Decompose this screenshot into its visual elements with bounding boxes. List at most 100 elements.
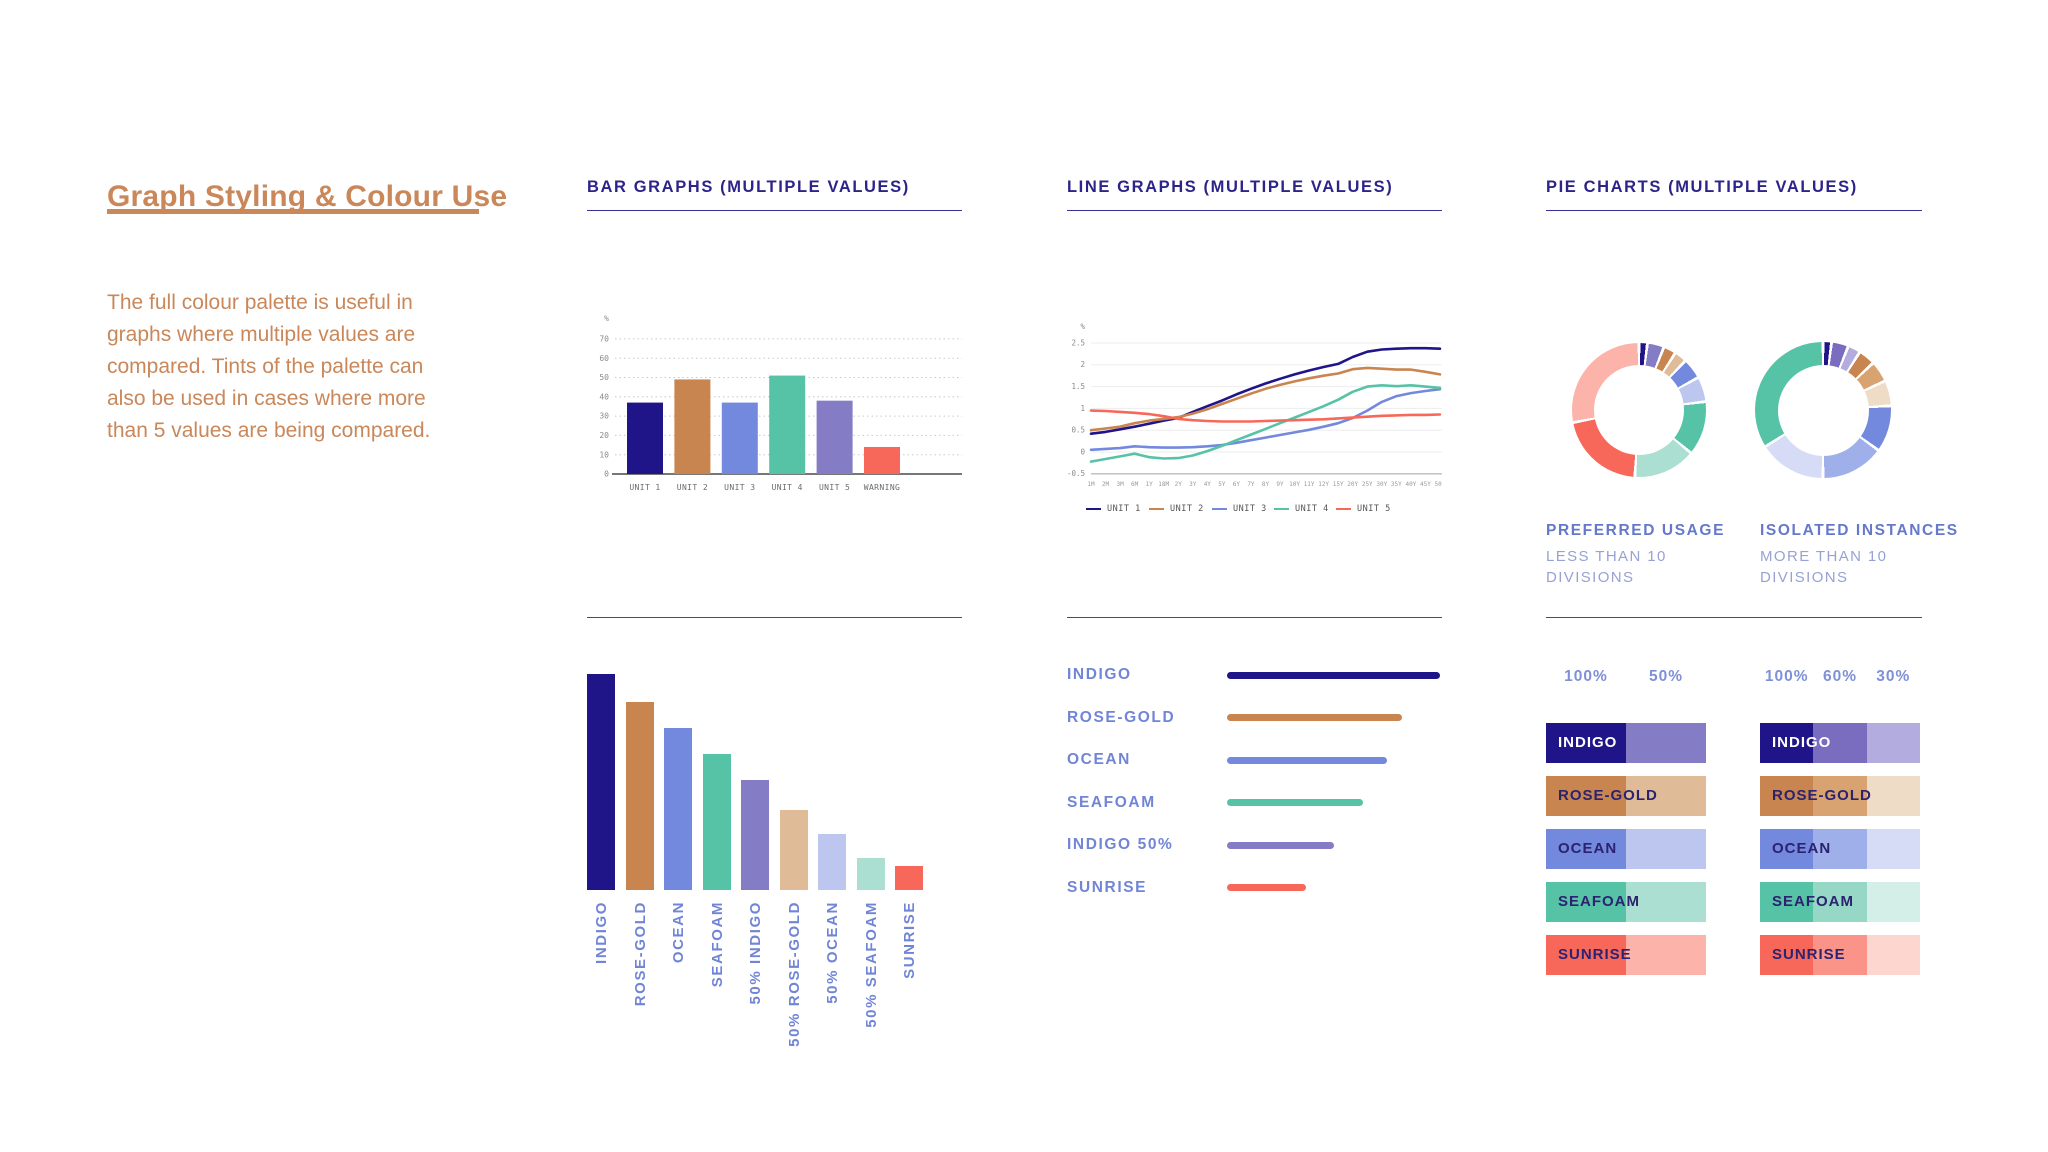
x-tick-label: 18M [1158,481,1169,488]
x-tick-label: 2M [1102,481,1110,488]
tint-swatch-indigo [1760,723,1814,763]
ranked-bar-label: 50% INDIGO [747,901,764,1005]
legend-item-unit-5: UNIT 5 [1336,504,1391,514]
legend-swatch [1086,507,1101,511]
grouped-bar-chart: % 70 60 50 40 30 20 10 0 UNIT 1 UNIT 2 UNIT 3 UNIT 4… [587,308,962,503]
x-tick-label: 50Y [1435,481,1442,488]
tint-swatch-seafoam [1760,882,1814,922]
tint-swatch-ocean_50 [1626,829,1706,869]
tint-swatch-rose_gold_30 [1866,776,1920,816]
legend-label: UNIT 4 [1295,504,1329,514]
line-series-unit-5 [1089,409,1442,423]
intro-paragraph: The full colour palette is useful in gra… [107,291,431,442]
ranked-bar-ocean [664,728,692,890]
tint-row-indigo: INDIGO [1760,723,1920,763]
tint-swatch-seafoam_60 [1813,882,1867,922]
x-tick-label: 1Y [1146,481,1154,488]
pie-caption-title-preferred: PREFERRED USAGE [1546,522,1726,539]
hbar-rose-gold [1227,714,1402,721]
tint-swatch-indigo [1546,723,1626,763]
donut-chart-isolated [1755,342,1891,478]
hbar-indigo-50- [1227,841,1334,849]
x-tick-label: 3M [1116,481,1124,488]
x-tick-label: 6M [1131,481,1139,488]
y-tick-label: 70 [599,335,609,344]
horizontal-bar-list: INDIGO ROSE-GOLD OCEAN SEAFOAM INDIGO 50% SUN… [1067,660,1442,905]
bar-unit-5 [816,400,853,474]
tint-column-header: 50% [1648,668,1684,685]
tint-swatch-seafoam_30 [1866,882,1920,922]
x-tick-label: 7Y [1247,481,1255,488]
y-tick-label: 0 [604,470,609,479]
tint-row-rose-gold: ROSE-GOLD [1760,776,1920,816]
ranked-bar-seafoam [702,754,731,890]
x-tick-label: 15Y [1333,481,1344,488]
hbar-label: SEAFOAM [1067,793,1156,811]
tint-table-right: INDIGO ROSE-GOLD OCEAN SEAFOAM SUNRISE [1760,723,1920,988]
x-tick-label: UNIT 2 [677,483,708,492]
ranked-bar-label: INDIGO [593,901,610,964]
bar-warning [864,446,900,474]
tint-column-header: 60% [1822,668,1857,685]
x-tick-label: 1M [1087,481,1095,488]
ranked-bar-rose-gold [625,702,654,890]
y-tick-label: 0.5 [1071,426,1085,435]
ranked-bar-label: ROSE-GOLD [631,901,649,1007]
legend-item-unit-3: UNIT 3 [1212,504,1267,514]
legend-item-unit-2: UNIT 2 [1149,504,1204,514]
tint-row-seafoam: SEAFOAM [1760,882,1920,922]
x-tick-label: 2Y [1175,481,1183,488]
tint-swatch-indigo_50 [1626,723,1706,763]
y-axis-unit-label: % [1080,322,1085,331]
tint-column-header: 100% [1564,668,1608,685]
tint-swatch-ocean [1546,829,1626,869]
legend-item-unit-1: UNIT 1 [1086,504,1141,514]
tint-swatch-sunrise_60 [1813,935,1867,975]
y-tick-label: 40 [599,392,609,401]
ranked-bar-label: SEAFOAM [708,901,726,988]
y-tick-label: 2 [1080,360,1085,369]
bar-unit-2 [674,379,711,474]
hbar-label: OCEAN [1067,751,1131,768]
ranked-bar-indigo [587,674,615,890]
tint-swatch-ocean_30 [1866,829,1920,869]
hbar-label: INDIGO [1067,666,1132,683]
hbar-label: INDIGO 50% [1067,836,1174,853]
ranked-bar-50-seafoam [856,858,885,890]
grouped-bar-chart-svg: % 70 60 50 40 30 20 10 0 UNIT 1 UNIT 2 UNIT 3 UNIT 4… [599,314,962,492]
ranked-bar-labels: INDIGO ROSE-GOLD OCEAN SEAFOAM 50% INDIGO 50%… [587,901,962,1086]
bar-graphs-rule [587,210,962,211]
x-tick-label: 30Y [1376,481,1387,488]
line-chart-svg: % 2.5 2 1.5 1 0.5 0 -0.51M 2M 3M 6M 1Y 18M 2Y 3Y 4Y 5Y 6Y… [1067,322,1446,488]
x-tick-label: 45Y [1420,481,1431,488]
hbar-ocean [1227,756,1387,764]
ranked-bar-label: OCEAN [670,901,687,964]
donut-hole [1777,364,1869,456]
pie-caption-sub-isolated: MORE THAN 10 DIVISIONS [1760,548,1888,586]
legend-label: UNIT 3 [1233,504,1267,514]
tint-row-label: SEAFOAM [1558,893,1640,910]
hbar-indigo [1227,671,1440,679]
tint-swatch-ocean [1760,829,1814,869]
tint-table-header-left: 100% 50% [1546,668,1706,686]
x-tick-label: 11Y [1304,481,1315,488]
tint-row-label: INDIGO [1558,734,1618,751]
x-tick-label: UNIT 3 [724,483,755,492]
legend-item-unit-4: UNIT 4 [1274,504,1329,514]
hbar-label: ROSE-GOLD [1067,708,1176,726]
ranked-bar-label: 50% SEAFOAM [862,901,880,1028]
hbar-seafoam [1227,799,1363,806]
tint-swatch-indigo_60 [1813,723,1867,763]
line-chart-legend: UNIT 1 UNIT 2 UNIT 3 UNIT 4 UNIT 5 [1067,498,1442,518]
ranked-bar-50-ocean [818,834,846,890]
line-chart: % 2.5 2 1.5 1 0.5 0 -0.5 1M 2M 3M 6M 1Y 18M 2Y 3Y 4Y 5Y 6Y… [1067,315,1446,495]
pie-caption-title-isolated: ISOLATED INSTANCES [1760,522,1959,539]
line-graphs-rule [1067,210,1442,211]
line-series-unit-4 [1089,384,1442,463]
tint-swatch-sunrise_30 [1866,935,1920,975]
tint-row-ocean: OCEAN [1546,829,1706,869]
x-tick-label: 9Y [1276,481,1284,488]
line-graphs-heading: LINE GRAPHS (MULTIPLE VALUES) [1067,178,1394,196]
legend-label: UNIT 5 [1357,504,1391,514]
legend-label: UNIT 1 [1107,504,1141,514]
